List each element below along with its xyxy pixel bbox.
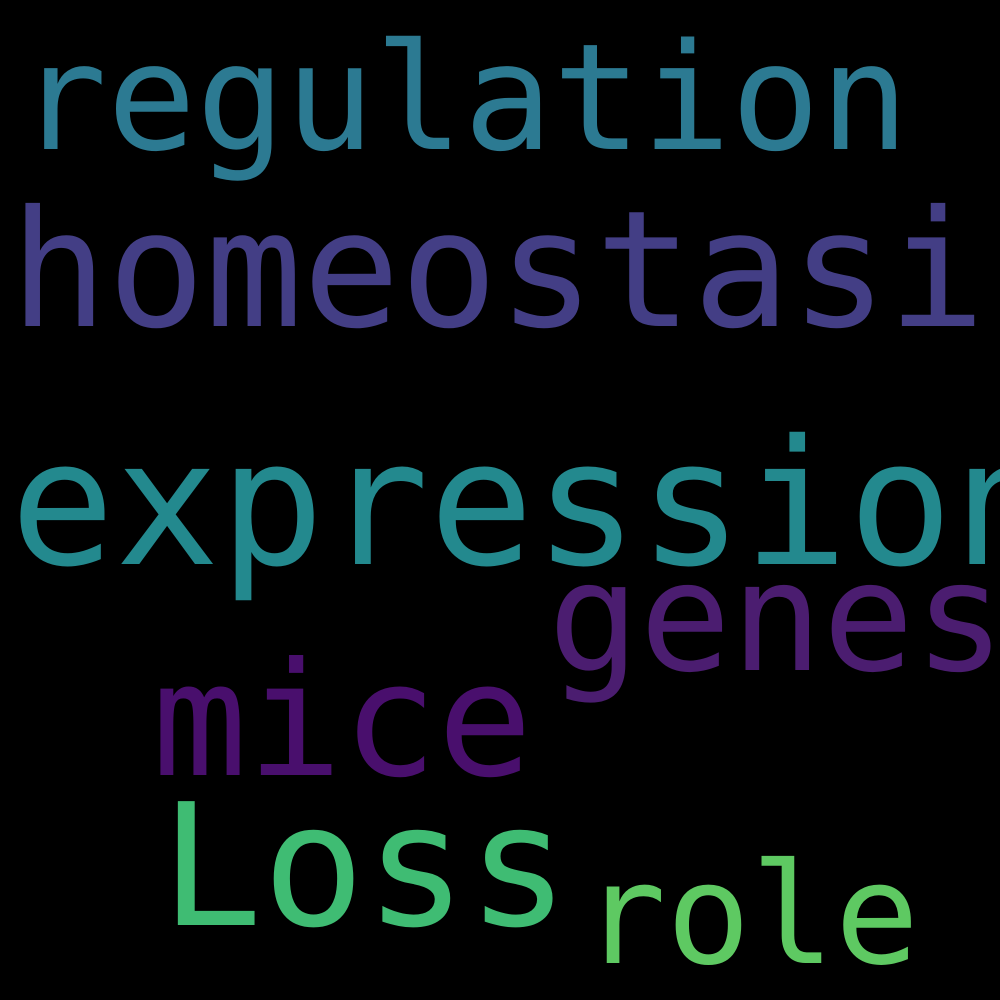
word-mice: mice	[152, 629, 533, 813]
word-loss: Loss	[160, 768, 570, 966]
word-regulation: regulation	[18, 12, 910, 184]
word-role: role	[582, 834, 920, 997]
word-genes: genes	[548, 529, 1000, 706]
word-homeostasis: homeostasis	[10, 177, 1000, 365]
word-expression: expression	[10, 403, 1000, 606]
